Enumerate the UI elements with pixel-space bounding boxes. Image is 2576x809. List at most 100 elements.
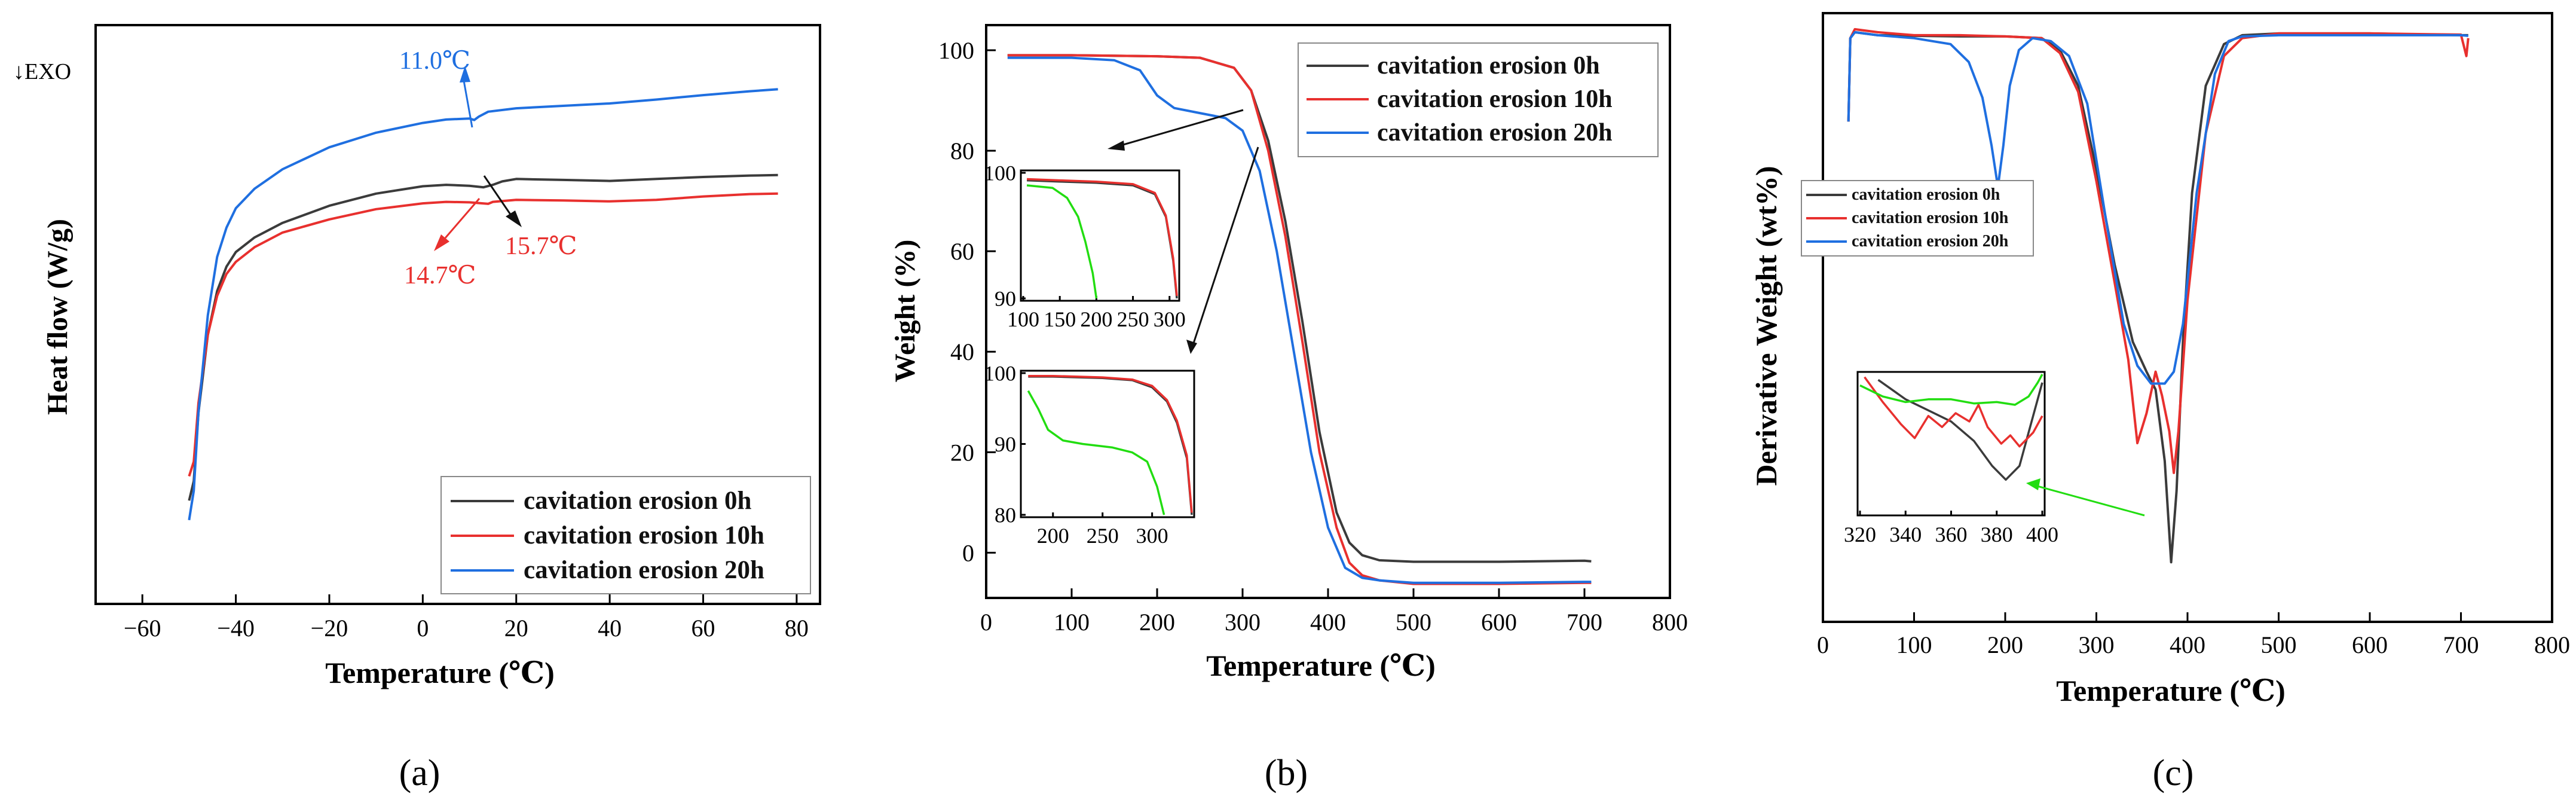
inset-series-line-3 — [1026, 184, 1098, 299]
inset-x-tick-label: 200 — [1080, 307, 1112, 331]
inset-y-tick-label: 90 — [995, 432, 1016, 456]
inset-series-line-2 — [1027, 178, 1178, 296]
inset-2-weight: 200 250 300 80 90 100 — [984, 362, 1195, 548]
inset-x-tick-label: 400 — [2026, 523, 2058, 547]
y-axis-tick-label: 80 — [950, 138, 974, 164]
x-axis-tick-label: 700 — [2443, 631, 2479, 658]
x-axis-tick-label: 400 — [2170, 631, 2205, 658]
x-axis-tick-label: 700 — [1567, 609, 1602, 636]
inset-x-tick-label: 300 — [1154, 307, 1186, 331]
y-axis-tick-label: 0 — [962, 539, 974, 566]
series-lines — [188, 88, 778, 521]
x-axis-tick-label: 20 — [504, 615, 528, 642]
arrow-head — [460, 66, 470, 83]
inset-frame — [1020, 370, 1195, 518]
annotation-label-20h: 11.0℃ — [399, 47, 470, 75]
x-axis-tick-label: −20 — [311, 615, 348, 642]
x-axis-ticks: 0 100 200 300 400 500 600 700 800 — [1817, 612, 2570, 658]
inset-x-tick-label: 250 — [1087, 524, 1119, 548]
legend-label-10h: cavitation erosion 10h — [1377, 86, 1613, 113]
y-axis-tick-label: 40 — [950, 338, 974, 365]
legend-label-0h: cavitation erosion 0h — [524, 487, 752, 515]
series-lines — [1847, 28, 2470, 564]
inset-series — [1859, 374, 2043, 481]
pointer-arrow-lower — [1191, 146, 1259, 347]
x-axis-tick-label: 500 — [2261, 631, 2297, 658]
y-axis-ticks: 0 20 40 60 80 100 — [938, 37, 996, 566]
annotation-20h: 11.0℃ — [399, 47, 473, 128]
x-axis-tick-label: 0 — [417, 615, 429, 642]
inset-x-tick-label: 150 — [1044, 307, 1076, 331]
y-axis-title: Weight (%) — [889, 240, 921, 383]
x-axis-tick-label: 600 — [1481, 609, 1517, 636]
legend: cavitation erosion 0h cavitation erosion… — [440, 476, 811, 594]
x-axis-tick-label: 500 — [1396, 609, 1431, 636]
inset-x-tick-label: 320 — [1844, 523, 1876, 547]
y-axis-tick-label: 20 — [950, 439, 974, 466]
inset-series-line-1 — [1877, 378, 2043, 481]
x-axis-tick-label: 400 — [1310, 609, 1346, 636]
pointer-arrows — [1108, 109, 1259, 354]
series-lines — [1007, 54, 1592, 585]
annotation-10h: 14.7℃ — [404, 198, 481, 289]
legend-label-20h: cavitation erosion 20h — [1377, 119, 1613, 146]
inset-x-tick-label: 250 — [1117, 307, 1149, 331]
legend-label-10h: cavitation erosion 10h — [524, 521, 764, 549]
plot-frame — [94, 24, 821, 605]
annotation-label-10h: 14.7℃ — [404, 262, 476, 289]
inset-x-tick-label: 200 — [1037, 524, 1069, 548]
series-line-3 — [1007, 56, 1592, 584]
inset-x-tick-label: 300 — [1136, 524, 1168, 548]
inset-series-line-3 — [1859, 374, 2043, 406]
arrow-head — [1108, 141, 1125, 151]
x-axis-tick-label: 200 — [1987, 631, 2023, 658]
annotation-label-0h: 15.7℃ — [505, 233, 577, 260]
y-axis-title: Derivative Weight (wt%) — [1749, 166, 1783, 486]
pointer-arrow — [2026, 478, 2145, 517]
inset-y-tick-label: 100 — [984, 161, 1016, 185]
legend-label-0h: cavitation erosion 0h — [1852, 185, 2000, 204]
panel-c-derivative-weight-chart: 0 100 200 300 400 500 600 700 800 320 340 360 380 40… — [1749, 12, 2570, 793]
arrow-head — [1186, 340, 1197, 354]
arrow-head — [506, 210, 522, 227]
series-line-3 — [1847, 30, 2468, 385]
legend-label-20h: cavitation erosion 20h — [1852, 232, 2009, 251]
inset-series-line-2 — [1864, 376, 2043, 448]
inset-series — [1026, 178, 1178, 299]
pointer-arrow-upper — [1112, 109, 1244, 149]
panel-label-c: (c) — [2153, 753, 2194, 793]
inset-x-tick-label: 360 — [1935, 523, 1968, 547]
x-axis-title: Temperature (℃) — [1206, 649, 1435, 682]
inset-y-tick-label: 90 — [995, 287, 1016, 311]
x-axis-tick-label: 600 — [2352, 631, 2388, 658]
panel-label-b: (b) — [1265, 753, 1308, 793]
legend-label-20h: cavitation erosion 20h — [524, 556, 764, 584]
arrow-head — [2026, 478, 2040, 490]
annotation-arrow — [463, 80, 473, 128]
x-axis-tick-label: 800 — [1652, 609, 1688, 636]
x-axis-tick-label: −40 — [217, 615, 255, 642]
x-axis-tick-label: 800 — [2534, 631, 2570, 658]
x-axis-tick-label: 300 — [1225, 609, 1261, 636]
x-axis-tick-label: −60 — [124, 615, 161, 642]
legend-label-10h: cavitation erosion 10h — [1852, 209, 2009, 227]
x-axis-tick-label: 0 — [980, 609, 992, 636]
inset-ticks: 200 250 300 80 90 100 — [984, 362, 1168, 548]
inset-derivative-weight: 320 340 360 380 400 — [1844, 371, 2058, 547]
inset-ticks: 320 340 360 380 400 — [1844, 511, 2058, 547]
inset-frame — [1856, 371, 2046, 517]
legend-label-0h: cavitation erosion 0h — [1377, 52, 1600, 80]
series-line-3 — [188, 88, 778, 521]
annotation-0h: 15.7℃ — [483, 175, 577, 260]
x-axis-tick-label: 100 — [1896, 631, 1932, 658]
inset-x-tick-label: 100 — [1007, 307, 1039, 331]
x-axis-title: Temperature (℃) — [325, 656, 554, 689]
x-axis-title: Temperature (℃) — [2056, 674, 2285, 707]
inset-series-line-3 — [1027, 390, 1165, 515]
x-axis-tick-label: 300 — [2079, 631, 2115, 658]
inset-y-tick-label: 100 — [984, 362, 1016, 386]
arrow-head — [434, 234, 449, 251]
